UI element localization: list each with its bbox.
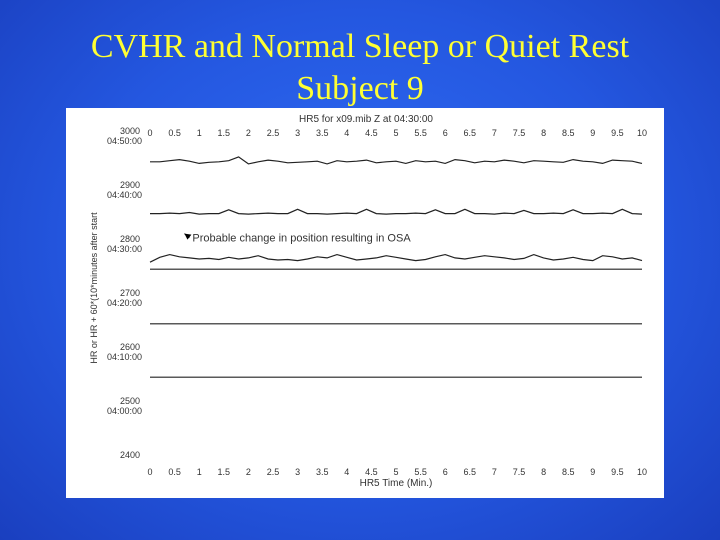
x-tick-label-bottom: 0.5 xyxy=(168,467,181,477)
x-tick-label-bottom: 6 xyxy=(443,467,448,477)
x-tick-label-top: 1 xyxy=(197,128,202,138)
x-tick-label-top: 3 xyxy=(295,128,300,138)
x-tick-label-bottom: 8.5 xyxy=(562,467,575,477)
chart-title: HR5 for x09.mib Z at 04:30:00 xyxy=(299,114,433,125)
y-tick-label: 2400 xyxy=(120,450,140,460)
x-tick-label-top: 9 xyxy=(590,128,595,138)
x-tick-label-bottom: 5 xyxy=(393,467,398,477)
y-tick-time-label: 04:00:00 xyxy=(107,406,142,416)
x-tick-label-top: 1.5 xyxy=(218,128,231,138)
y-tick-time-label: 04:50:00 xyxy=(107,136,142,146)
y-tick-label: 2600 xyxy=(120,342,140,352)
x-tick-label-top: 9.5 xyxy=(611,128,624,138)
slide-title-line2: Subject 9 xyxy=(296,70,424,107)
hr-chart: HR5 for x09.mib Z at 04:30:00 HR5 Time (… xyxy=(89,114,647,489)
x-tick-label-top: 5.5 xyxy=(414,128,427,138)
x-tick-label-top: 4.5 xyxy=(365,128,378,138)
x-tick-label-bottom: 1 xyxy=(197,467,202,477)
x-tick-label-top: 7.5 xyxy=(513,128,526,138)
hr-trace-3 xyxy=(149,253,643,263)
x-tick-label-top: 10 xyxy=(637,128,647,138)
annotation-arrowhead xyxy=(184,233,192,240)
x-tick-label-bottom: 4.5 xyxy=(365,467,378,477)
x-tick-label-bottom: 0 xyxy=(147,467,152,477)
x-tick-label-top: 7 xyxy=(492,128,497,138)
x-tick-label-bottom: 9 xyxy=(590,467,595,477)
x-tick-label-bottom: 5.5 xyxy=(414,467,427,477)
x-tick-label-bottom: 3.5 xyxy=(316,467,329,477)
y-tick-label: 2900 xyxy=(120,180,140,190)
chart-panel: HR5 for x09.mib Z at 04:30:00 HR5 Time (… xyxy=(66,108,664,498)
x-tick-label-top: 8 xyxy=(541,128,546,138)
y-tick-label: 2700 xyxy=(120,288,140,298)
annotation-label: Probable change in position resulting in… xyxy=(192,233,411,245)
x-tick-label-top: 3.5 xyxy=(316,128,329,138)
x-tick-label-bottom: 2 xyxy=(246,467,251,477)
x-tick-label-bottom: 9.5 xyxy=(611,467,624,477)
x-tick-label-top: 2 xyxy=(246,128,251,138)
y-axis-label: HR or HR + 60*(10*minutes after start xyxy=(89,212,99,364)
x-tick-label-top: 5 xyxy=(393,128,398,138)
x-tick-label-bottom: 3 xyxy=(295,467,300,477)
x-tick-label-top: 0.5 xyxy=(168,128,181,138)
y-tick-time-label: 04:30:00 xyxy=(107,244,142,254)
slide-title-line1: CVHR and Normal Sleep or Quiet Rest xyxy=(90,28,630,65)
x-tick-label-top: 4 xyxy=(344,128,349,138)
x-tick-label-top: 6 xyxy=(443,128,448,138)
slide-title: CVHR and Normal Sleep or Quiet Rest Subj… xyxy=(0,26,720,110)
x-tick-label-top: 0 xyxy=(147,128,152,138)
x-tick-label-bottom: 7.5 xyxy=(513,467,526,477)
y-tick-time-label: 04:10:00 xyxy=(107,352,142,362)
y-tick-time-label: 04:40:00 xyxy=(107,190,142,200)
x-tick-label-bottom: 4 xyxy=(344,467,349,477)
x-tick-label-bottom: 10 xyxy=(637,467,647,477)
x-axis-label: HR5 Time (Min.) xyxy=(360,478,433,489)
y-tick-label: 3000 xyxy=(120,126,140,136)
x-tick-label-bottom: 7 xyxy=(492,467,497,477)
y-tick-label: 2800 xyxy=(120,234,140,244)
y-tick-time-label: 04:20:00 xyxy=(107,298,142,308)
hr-trace-2 xyxy=(150,208,643,215)
x-tick-label-bottom: 2.5 xyxy=(267,467,280,477)
x-tick-label-top: 2.5 xyxy=(267,128,280,138)
x-tick-label-bottom: 8 xyxy=(541,467,546,477)
x-tick-label-top: 6.5 xyxy=(464,128,477,138)
x-tick-label-bottom: 6.5 xyxy=(464,467,477,477)
hr-trace-1 xyxy=(150,156,643,165)
x-tick-label-bottom: 1.5 xyxy=(218,467,231,477)
y-tick-label: 2500 xyxy=(120,396,140,406)
x-tick-label-top: 8.5 xyxy=(562,128,575,138)
